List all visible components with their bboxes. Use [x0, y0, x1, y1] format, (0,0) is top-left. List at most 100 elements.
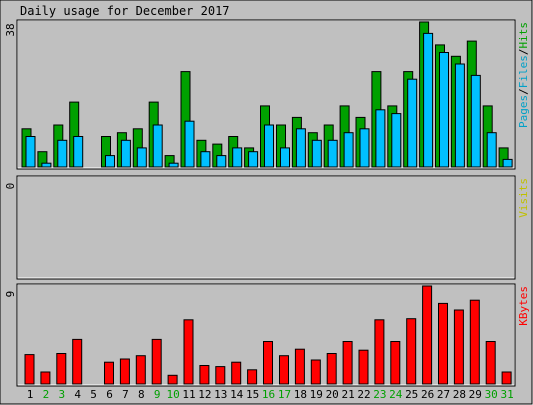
bar-kbytes-day-8 — [135, 355, 146, 385]
legend-separator: / — [517, 88, 530, 95]
x-tick-label-7: 7 — [122, 388, 129, 401]
bar-kbytes-day-19 — [310, 359, 321, 385]
bar-files-day-3 — [57, 139, 68, 168]
legend-kbytes: KBytes — [517, 286, 530, 326]
x-tick-label-8: 8 — [138, 388, 145, 401]
x-tick-label-10: 10 — [166, 388, 179, 401]
x-tick-label-9: 9 — [154, 388, 161, 401]
x-tick-label-6: 6 — [106, 388, 113, 401]
bar-files-day-18 — [295, 128, 306, 168]
bar-kbytes-day-27 — [438, 302, 448, 385]
bar-kbytes-day-3 — [56, 353, 67, 385]
bar-files-day-15 — [248, 151, 259, 168]
x-tick-label-24: 24 — [389, 388, 403, 401]
legend-hits: Hits — [517, 22, 530, 49]
panel-2: 0 Visits — [4, 175, 530, 280]
bar-kbytes-day-16 — [263, 341, 273, 385]
bar-kbytes-day-24 — [390, 341, 401, 385]
x-tick-label-20: 20 — [326, 388, 339, 401]
bar-kbytes-day-2 — [40, 371, 51, 385]
x-tick-label-23: 23 — [373, 388, 386, 401]
x-tick-label-28: 28 — [453, 388, 466, 401]
bar-kbytes-day-9 — [151, 338, 162, 385]
bar-kbytes-day-26 — [422, 285, 433, 385]
x-tick-label-13: 13 — [214, 388, 227, 401]
bar-files-day-30 — [486, 132, 497, 168]
bar-kbytes-day-29 — [469, 299, 480, 385]
x-tick-label-25: 25 — [405, 388, 418, 401]
x-tick-label-29: 29 — [469, 388, 482, 401]
bar-files-day-22 — [359, 128, 370, 168]
x-tick-label-18: 18 — [294, 388, 307, 401]
x-tick-label-31: 31 — [500, 388, 513, 401]
bar-files-day-2 — [41, 162, 52, 168]
bar-files-day-31 — [502, 158, 513, 168]
bar-kbytes-day-11 — [183, 319, 194, 385]
bar-files-day-11 — [184, 120, 195, 168]
bar-files-day-27 — [439, 52, 449, 168]
bar-files-day-13 — [216, 155, 227, 168]
x-tick-label-22: 22 — [357, 388, 370, 401]
bar-kbytes-day-18 — [294, 348, 305, 385]
bar-files-day-14 — [232, 147, 243, 168]
bar-kbytes-day-25 — [406, 318, 417, 385]
x-tick-label-27: 27 — [437, 388, 450, 401]
bar-kbytes-day-13 — [215, 366, 226, 385]
legend-files: Files — [517, 55, 530, 88]
bar-files-day-28 — [454, 63, 465, 168]
bar-files-day-16 — [264, 124, 274, 168]
bar-kbytes-day-21 — [342, 341, 353, 385]
bar-files-day-7 — [120, 139, 131, 168]
legend-visits: Visits — [517, 178, 530, 218]
bar-files-day-9 — [152, 124, 163, 168]
x-axis-tick-labels: 1 2 3 4 5 6 7 8 9 10 11 12 13 14 15 16 17 18 19 20 21 22 23 24 2… — [27, 388, 514, 401]
bar-kbytes-day-12 — [199, 365, 210, 385]
bar-files-day-6 — [105, 155, 115, 168]
y-max-label: 9 — [4, 291, 17, 298]
bar-files-day-20 — [327, 139, 338, 168]
bar-files-day-26 — [423, 32, 434, 168]
bar-files-day-21 — [343, 132, 354, 168]
x-tick-label-16: 16 — [262, 388, 275, 401]
chart-title: Daily usage for December 2017 — [20, 4, 230, 18]
legend-label: Pages/Files/Hits — [517, 22, 530, 128]
bar-kbytes-day-15 — [247, 369, 258, 385]
x-tick-label-12: 12 — [198, 388, 211, 401]
legend-label: Visits — [517, 178, 530, 218]
x-tick-label-3: 3 — [58, 388, 65, 401]
bar-files-day-29 — [470, 74, 481, 168]
x-tick-label-4: 4 — [74, 388, 81, 401]
x-tick-label-15: 15 — [246, 388, 259, 401]
bar-files-day-19 — [311, 139, 322, 168]
bar-kbytes-day-31 — [501, 371, 512, 385]
x-tick-label-14: 14 — [230, 388, 244, 401]
x-tick-label-1: 1 — [27, 388, 34, 401]
x-tick-label-2: 2 — [43, 388, 50, 401]
bar-files-day-23 — [375, 109, 386, 168]
bar-kbytes-day-23 — [374, 319, 385, 385]
bar-files-day-8 — [136, 147, 147, 168]
panel-3: 9 KBytes — [4, 283, 530, 387]
panel-plot-area — [18, 177, 514, 278]
y-max-label: 38 — [4, 23, 17, 36]
bar-kbytes-day-14 — [231, 361, 242, 385]
bar-files-day-17 — [280, 147, 290, 168]
bar-kbytes-day-28 — [453, 309, 464, 385]
legend-label: KBytes — [517, 286, 530, 326]
x-tick-label-26: 26 — [421, 388, 434, 401]
bar-kbytes-day-7 — [119, 358, 130, 385]
bar-kbytes-day-6 — [104, 361, 114, 385]
x-tick-label-30: 30 — [485, 388, 498, 401]
bar-kbytes-day-30 — [485, 341, 496, 385]
bar-files-day-25 — [407, 78, 418, 168]
y-max-label: 0 — [4, 183, 17, 190]
bar-kbytes-day-10 — [167, 374, 178, 385]
bar-kbytes-day-17 — [279, 355, 289, 385]
bar-files-day-1 — [25, 136, 36, 168]
bar-kbytes-day-4 — [72, 338, 83, 385]
x-tick-label-19: 19 — [310, 388, 323, 401]
bar-files-day-12 — [200, 151, 211, 168]
bar-files-day-4 — [73, 136, 84, 168]
